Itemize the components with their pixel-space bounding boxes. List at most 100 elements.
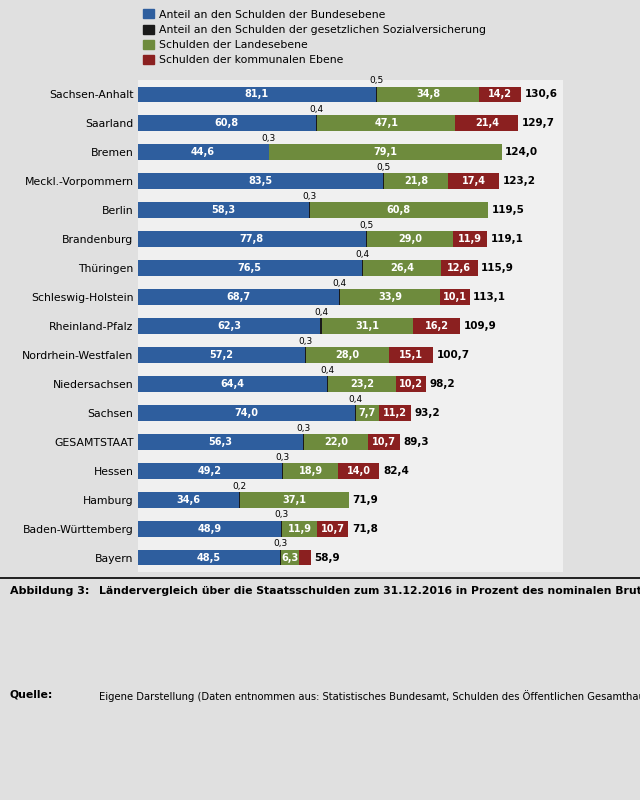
Text: 15,1: 15,1 — [399, 350, 422, 360]
Text: 60,8: 60,8 — [387, 206, 411, 215]
Bar — [366, 231, 367, 247]
Bar — [479, 86, 521, 102]
Bar — [452, 231, 488, 247]
Text: 29,0: 29,0 — [398, 234, 422, 244]
Legend: Anteil an den Schulden der Bundesebene, Anteil an den Schulden der gesetzlichen : Anteil an den Schulden der Bundesebene, … — [143, 10, 486, 65]
Bar — [138, 318, 321, 334]
Bar — [138, 231, 366, 247]
Bar — [321, 318, 322, 334]
Text: 74,0: 74,0 — [234, 408, 258, 418]
Text: 115,9: 115,9 — [481, 263, 514, 273]
Text: 71,9: 71,9 — [352, 494, 378, 505]
Bar — [269, 144, 502, 160]
Text: 0,4: 0,4 — [333, 279, 347, 288]
Text: 26,4: 26,4 — [390, 263, 414, 273]
Text: 11,9: 11,9 — [287, 523, 312, 534]
Bar — [368, 434, 400, 450]
Text: 44,6: 44,6 — [191, 147, 215, 158]
Text: 0,3: 0,3 — [275, 453, 289, 462]
Text: 6,3: 6,3 — [282, 553, 299, 562]
Bar — [138, 260, 362, 276]
Text: Quelle:: Quelle: — [10, 690, 53, 699]
Bar — [377, 86, 479, 102]
Text: 119,1: 119,1 — [491, 234, 524, 244]
Bar — [364, 260, 441, 276]
Bar — [138, 202, 308, 218]
Text: 129,7: 129,7 — [522, 118, 555, 129]
Text: 130,6: 130,6 — [524, 90, 557, 99]
Text: 0,3: 0,3 — [275, 510, 289, 519]
Bar — [379, 405, 412, 421]
Bar — [328, 376, 396, 392]
Text: 37,1: 37,1 — [282, 494, 306, 505]
Text: 83,5: 83,5 — [248, 176, 272, 186]
Bar — [138, 174, 383, 190]
Bar — [441, 260, 478, 276]
Bar — [138, 115, 316, 131]
Text: 89,3: 89,3 — [403, 437, 429, 446]
Text: 48,5: 48,5 — [196, 553, 221, 562]
Text: 0,4: 0,4 — [314, 308, 328, 317]
Text: Ländervergleich über die Staatsschulden zum 31.12.2016 in Prozent des nominalen : Ländervergleich über die Staatsschulden … — [99, 586, 640, 595]
Text: 34,8: 34,8 — [416, 90, 440, 99]
Bar — [456, 115, 518, 131]
Bar — [138, 492, 239, 508]
Bar — [138, 86, 376, 102]
Text: 64,4: 64,4 — [220, 379, 244, 389]
Text: 0,4: 0,4 — [320, 366, 334, 374]
Text: 18,9: 18,9 — [299, 466, 323, 476]
Text: 0,5: 0,5 — [369, 76, 383, 86]
Text: 49,2: 49,2 — [198, 466, 222, 476]
Bar — [362, 260, 364, 276]
Text: 14,0: 14,0 — [347, 466, 371, 476]
Text: 113,1: 113,1 — [473, 292, 506, 302]
Bar — [340, 289, 440, 305]
Text: 10,7: 10,7 — [321, 523, 345, 534]
Text: Eigene Darstellung (Daten entnommen aus: Statistisches Bundesamt, Schulden des Ö: Eigene Darstellung (Daten entnommen aus:… — [99, 690, 640, 702]
Text: 16,2: 16,2 — [425, 321, 449, 331]
Bar — [339, 289, 340, 305]
Text: 0,5: 0,5 — [360, 221, 374, 230]
Bar — [384, 174, 448, 190]
Text: 33,9: 33,9 — [378, 292, 402, 302]
Bar — [138, 405, 355, 421]
Text: 11,9: 11,9 — [458, 234, 482, 244]
Text: 0,4: 0,4 — [348, 394, 362, 404]
Text: 28,0: 28,0 — [335, 350, 360, 360]
Bar — [305, 347, 307, 363]
Bar — [281, 550, 300, 566]
Bar — [138, 144, 269, 160]
Text: 17,4: 17,4 — [461, 176, 486, 186]
Bar — [316, 115, 317, 131]
Text: 71,8: 71,8 — [352, 523, 378, 534]
Bar — [388, 347, 433, 363]
Text: 10,7: 10,7 — [372, 437, 396, 446]
Text: 57,2: 57,2 — [209, 350, 234, 360]
Text: 31,1: 31,1 — [355, 321, 380, 331]
Text: 0,3: 0,3 — [273, 539, 287, 549]
Text: 0,5: 0,5 — [376, 163, 390, 172]
Bar — [448, 174, 499, 190]
Text: 48,9: 48,9 — [197, 523, 221, 534]
Text: 0,3: 0,3 — [299, 337, 313, 346]
Bar — [138, 376, 326, 392]
Text: 68,7: 68,7 — [227, 292, 250, 302]
Text: 0,3: 0,3 — [262, 134, 276, 143]
Bar — [326, 376, 328, 392]
Text: 109,9: 109,9 — [464, 321, 497, 331]
Text: 62,3: 62,3 — [217, 321, 241, 331]
Bar — [282, 462, 283, 478]
Bar — [355, 405, 356, 421]
Bar — [413, 318, 460, 334]
Text: 34,6: 34,6 — [177, 494, 200, 505]
Text: 76,5: 76,5 — [238, 263, 262, 273]
Text: 98,2: 98,2 — [429, 379, 455, 389]
Bar — [280, 550, 281, 566]
Text: 22,0: 22,0 — [324, 437, 348, 446]
Bar — [376, 86, 377, 102]
Bar — [317, 115, 456, 131]
Bar — [282, 521, 317, 537]
Bar — [440, 289, 470, 305]
Text: 79,1: 79,1 — [374, 147, 397, 158]
Text: 0,4: 0,4 — [310, 106, 324, 114]
